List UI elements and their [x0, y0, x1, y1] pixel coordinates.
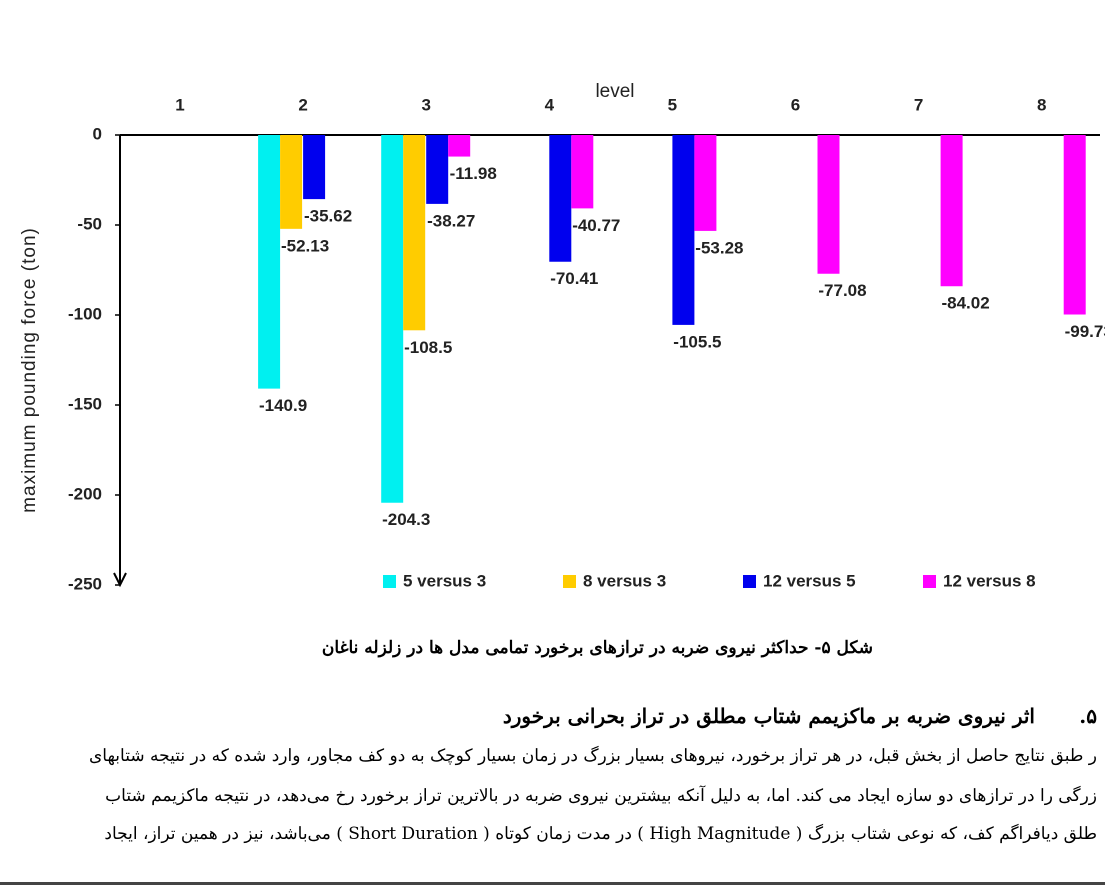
x-tick-label: 4: [545, 95, 555, 114]
bar: [1063, 135, 1086, 315]
bar: [571, 135, 594, 209]
bar: [280, 135, 303, 229]
section-number: ۵.: [1079, 704, 1097, 728]
section-title: اثر نیروی ضربه بر ماکزیمم شتاب مطلق در ت…: [502, 704, 1035, 728]
y-tick-label: -150: [68, 394, 102, 413]
data-label: -40.77: [572, 216, 620, 235]
bar: [448, 135, 471, 157]
x-tick-label: 5: [668, 95, 677, 114]
legend-label: 12 versus 8: [943, 571, 1036, 590]
y-tick-label: -100: [68, 304, 102, 323]
x-axis-title: level: [595, 81, 634, 102]
legend-swatch: [563, 575, 576, 588]
legend-label: 5 versus 3: [403, 571, 486, 590]
x-tick-label: 1: [175, 95, 184, 114]
x-tick-label: 7: [914, 95, 923, 114]
data-label: -52.13: [281, 236, 329, 255]
data-label: -38.27: [427, 211, 475, 230]
bar: [694, 135, 717, 231]
data-label: -11.98: [450, 164, 497, 183]
bar: [817, 135, 840, 274]
bar: [549, 135, 572, 262]
data-label: -204.3: [382, 510, 430, 529]
bar: [672, 135, 695, 325]
y-tick-label: -250: [68, 574, 102, 593]
x-tick-label: 2: [298, 95, 307, 114]
data-label: -105.5: [673, 332, 721, 351]
data-label: -84.02: [941, 294, 989, 313]
legend-label: 8 versus 3: [583, 571, 666, 590]
paragraph-line: ر طبق نتایج حاصل از بخش قبل، در هر تراز …: [88, 746, 1097, 766]
data-label: -140.9: [259, 396, 307, 415]
y-axis-title: maximum pounding force (ton): [19, 227, 40, 513]
data-label: -108.5: [404, 338, 452, 357]
x-tick-label: 8: [1037, 95, 1046, 114]
page-edge: [0, 882, 1105, 885]
y-tick-label: 0: [93, 124, 102, 143]
legend-swatch: [383, 575, 396, 588]
caption: شکل ۵- حداکثر نیروی ضربه در ترازهای برخو…: [321, 638, 874, 658]
y-tick-label: -50: [77, 214, 102, 233]
legend-swatch: [743, 575, 756, 588]
data-label: -35.62: [304, 207, 352, 226]
bar: [381, 135, 404, 503]
data-label: -77.08: [818, 281, 866, 300]
bar: [940, 135, 963, 287]
bar: [426, 135, 449, 204]
x-tick-label: 6: [791, 95, 800, 114]
paragraph-line: زرگی را در ترازهای دو سازه ایجاد می کند.…: [105, 786, 1097, 806]
chart: level maximum pounding force (ton) 0 -50 -…: [19, 81, 1105, 593]
data-label: -53.28: [695, 238, 743, 257]
legend-label: 12 versus 5: [763, 571, 856, 590]
data-label: -99.73: [1065, 322, 1105, 341]
legend-swatch: [923, 575, 936, 588]
bar: [403, 135, 426, 331]
y-tick-label: -200: [68, 484, 102, 503]
data-label: -70.41: [550, 269, 598, 288]
x-tick-label: 3: [421, 95, 430, 114]
bar: [258, 135, 281, 389]
paragraph-line: طلق دیافراگم کف، که نوعی شتاب بزرگ ( Hig…: [104, 824, 1097, 844]
bar: [303, 135, 326, 200]
